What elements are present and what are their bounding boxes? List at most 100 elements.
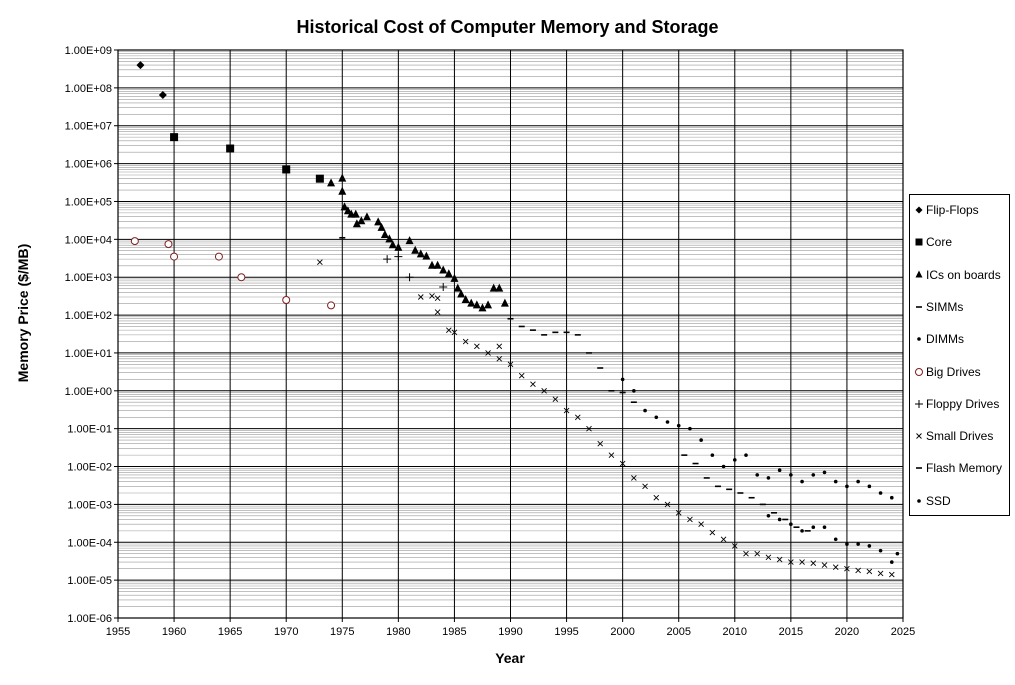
point-ics-on-boards <box>377 222 386 231</box>
point-big-drives <box>130 237 139 246</box>
point-ssd <box>833 537 838 542</box>
point-dimms <box>732 458 737 462</box>
point-ics-on-boards <box>500 298 509 307</box>
point-small-drives <box>507 361 514 368</box>
x-tick-label: 1985 <box>442 626 466 638</box>
point-ics-on-boards <box>343 206 352 215</box>
point-small-drives <box>709 529 716 536</box>
point-dimms <box>665 420 670 424</box>
legend-marker-shape <box>917 498 921 503</box>
x-tick-label: 1980 <box>386 626 410 638</box>
series-simms <box>339 236 637 403</box>
point-small-drives <box>518 372 525 379</box>
point-ssd <box>845 542 849 546</box>
y-tick-label: 1.00E+01 <box>65 348 112 360</box>
legend-marker-shape <box>915 206 923 214</box>
point-dimms <box>632 389 636 393</box>
point-ics-on-boards <box>374 217 383 226</box>
legend-marker-small-drives <box>916 433 922 439</box>
series-ssd <box>766 513 900 564</box>
legend-marker-shape <box>916 433 922 439</box>
point-ics-on-boards <box>411 245 420 254</box>
series-big-drives <box>130 237 336 310</box>
point-ics-on-boards <box>457 289 466 298</box>
point-ics-on-boards <box>352 219 361 228</box>
y-tick-label: 1.00E+06 <box>65 159 112 171</box>
point-small-drives <box>642 483 648 490</box>
y-tick-label: 1.00E-05 <box>67 575 112 587</box>
point-small-drives <box>687 516 693 523</box>
legend-marker-ics-on-boards <box>915 270 923 278</box>
point-floppy-drives <box>439 283 448 292</box>
x-tick-label: 1995 <box>554 626 578 638</box>
point-dimms <box>654 415 659 420</box>
point-ics-on-boards <box>351 209 360 218</box>
point-floppy-drives <box>405 273 414 282</box>
series-core <box>170 133 324 183</box>
point-small-drives <box>720 536 727 543</box>
point-dimms <box>710 453 715 457</box>
point-small-drives <box>810 560 817 567</box>
point-small-drives <box>675 509 682 516</box>
point-small-drives <box>765 554 772 561</box>
series-flash-memory <box>681 454 811 532</box>
point-small-drives <box>496 355 503 362</box>
point-small-drives <box>776 556 783 563</box>
point-small-drives <box>474 343 480 350</box>
point-small-drives <box>619 460 626 467</box>
point-small-drives <box>653 494 660 501</box>
point-ssd <box>766 513 771 518</box>
chart-title: Historical Cost of Computer Memory and S… <box>296 17 719 37</box>
point-ics-on-boards <box>357 216 366 225</box>
y-tick-label: 1.00E+02 <box>65 310 112 322</box>
point-small-drives <box>731 543 738 549</box>
y-tick-label: 1.00E+00 <box>65 386 112 398</box>
point-ssd <box>856 542 860 546</box>
point-core <box>282 165 291 174</box>
x-tick-label: 2015 <box>779 626 803 638</box>
point-small-drives <box>485 350 491 356</box>
point-ics-on-boards <box>340 202 349 211</box>
point-small-drives <box>429 293 435 299</box>
y-tick-label: 1.00E+08 <box>65 83 112 95</box>
y-tick-label: 1.00E+03 <box>65 272 112 284</box>
point-ssd <box>895 551 900 556</box>
gridlines <box>117 49 904 619</box>
point-small-drives <box>698 521 704 528</box>
legend-label: Small Drives <box>926 429 994 444</box>
point-small-drives <box>832 564 839 570</box>
x-tick-label: 1965 <box>218 626 242 638</box>
point-small-drives <box>799 559 805 565</box>
point-small-drives <box>743 550 749 557</box>
legend-label: Flash Memory <box>926 461 1003 476</box>
point-ssd <box>789 522 793 526</box>
legend-item-dimms: DIMMs <box>914 329 964 349</box>
legend-label: Big Drives <box>926 364 981 379</box>
legend-marker-simms <box>916 306 922 308</box>
point-dimms <box>721 464 726 469</box>
series-ics-on-boards <box>327 173 509 312</box>
point-ics-on-boards <box>388 240 397 249</box>
point-ssd <box>889 560 894 564</box>
point-ics-on-boards <box>405 236 414 245</box>
legend-marker-shape <box>915 238 923 246</box>
legend-marker-big-drives <box>915 367 923 376</box>
point-ics-on-boards <box>484 300 493 309</box>
point-big-drives <box>237 273 246 282</box>
point-small-drives <box>417 294 424 300</box>
point-small-drives <box>608 452 615 458</box>
point-ics-on-boards <box>380 230 389 239</box>
legend-item-ssd: SSD <box>914 491 951 511</box>
legend-item-flash-memory: Flash Memory <box>914 458 1002 478</box>
point-core <box>170 133 179 142</box>
point-flip-flops <box>158 90 167 99</box>
point-dimms <box>800 479 804 484</box>
legend-item-floppy-drives: Floppy Drives <box>914 394 999 414</box>
point-small-drives <box>754 550 761 557</box>
point-core <box>226 144 235 153</box>
y-tick-label: 1.00E-04 <box>67 537 112 549</box>
point-ssd <box>878 548 883 553</box>
point-dimms <box>676 423 681 428</box>
x-axis-label: Year <box>495 650 525 666</box>
